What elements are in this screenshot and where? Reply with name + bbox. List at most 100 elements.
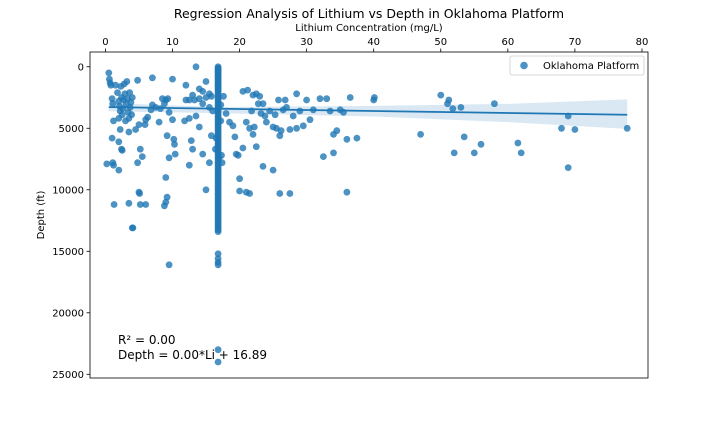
x-tick-label: 50 <box>434 37 447 48</box>
data-point <box>259 100 267 108</box>
data-point <box>134 159 142 167</box>
data-point <box>208 132 215 140</box>
data-point <box>259 163 267 170</box>
y-tick-label: 10000 <box>52 185 84 196</box>
data-point <box>286 190 294 197</box>
y-tick-label: 25000 <box>52 370 84 381</box>
data-point <box>128 94 136 101</box>
data-point <box>343 188 351 196</box>
data-point <box>109 100 117 108</box>
data-point <box>135 121 143 128</box>
data-point <box>129 224 137 232</box>
x-tick-label: 70 <box>569 37 582 48</box>
data-point <box>142 201 150 208</box>
data-point <box>558 124 565 132</box>
data-point <box>195 95 203 103</box>
data-point <box>103 160 111 168</box>
x-tick-label: 0 <box>102 37 108 48</box>
data-point <box>163 132 171 140</box>
data-point <box>115 138 123 146</box>
data-point <box>449 105 457 112</box>
data-point <box>296 107 304 115</box>
data-point <box>134 76 142 84</box>
data-point <box>517 149 525 157</box>
data-point <box>185 115 193 122</box>
x-tick-label: 60 <box>501 37 514 48</box>
data-point <box>182 81 190 89</box>
data-point <box>445 96 453 104</box>
data-point <box>171 140 178 148</box>
data-point <box>460 133 468 141</box>
data-point <box>244 86 252 94</box>
data-point <box>276 190 284 197</box>
data-point <box>254 100 262 108</box>
data-point <box>346 94 354 101</box>
data-point <box>571 126 579 133</box>
data-point <box>202 78 210 85</box>
data-point <box>110 117 117 125</box>
legend-marker <box>520 61 528 70</box>
data-point <box>125 128 133 136</box>
data-point <box>330 149 337 157</box>
data-point <box>162 174 170 181</box>
data-point <box>208 92 215 100</box>
data-point <box>450 149 458 157</box>
data-point <box>218 159 226 167</box>
data-point <box>192 112 200 120</box>
data-point <box>242 188 250 196</box>
data-point <box>252 143 260 151</box>
data-point <box>105 69 113 77</box>
data-point <box>271 111 279 119</box>
regression-equation-annotation: Depth = 0.00*Li + 16.89 <box>118 348 267 362</box>
x-tick-label: 20 <box>233 37 246 48</box>
data-point <box>514 139 522 147</box>
data-point <box>320 153 327 161</box>
data-point <box>164 95 172 103</box>
data-point <box>116 126 124 133</box>
data-point <box>123 78 131 85</box>
data-point <box>182 96 190 104</box>
data-point <box>110 161 117 169</box>
data-point <box>162 198 170 206</box>
data-point <box>185 161 193 169</box>
data-point <box>353 134 361 142</box>
data-point <box>236 187 244 195</box>
data-point <box>214 358 222 366</box>
data-point <box>114 89 121 96</box>
x-tick-label: 30 <box>300 37 313 48</box>
data-point <box>202 94 210 101</box>
confidence-band <box>108 99 628 129</box>
data-point <box>281 96 289 104</box>
data-point <box>231 133 239 141</box>
r-squared-annotation: R² = 0.00 <box>118 333 176 347</box>
data-point <box>256 92 264 100</box>
y-tick-label: 0 <box>78 62 84 73</box>
data-point <box>303 96 310 104</box>
data-point <box>437 91 445 99</box>
data-point <box>189 145 197 153</box>
data-point <box>623 124 631 132</box>
y-tick-label: 20000 <box>52 308 84 319</box>
data-point <box>275 96 282 104</box>
data-point <box>229 122 237 130</box>
data-point <box>214 228 222 236</box>
x-tick-label: 10 <box>166 37 179 48</box>
data-point <box>214 250 222 258</box>
data-point <box>115 166 123 174</box>
data-point <box>187 137 195 145</box>
y-axis-label: Depth (ft) <box>36 191 47 240</box>
data-point <box>202 186 210 194</box>
data-point <box>293 124 300 132</box>
data-point <box>217 117 225 125</box>
data-point <box>316 95 324 103</box>
data-point <box>491 100 498 108</box>
data-point <box>149 74 156 82</box>
data-point <box>206 159 213 167</box>
data-point <box>220 92 227 100</box>
data-point <box>261 112 269 120</box>
data-point <box>169 75 176 83</box>
data-point <box>128 111 136 119</box>
data-point <box>234 151 242 159</box>
